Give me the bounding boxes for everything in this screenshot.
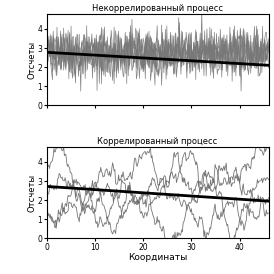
Title: Коррелированный процесс: Коррелированный процесс [98, 137, 218, 146]
Title: Некоррелированный процесс: Некоррелированный процесс [92, 4, 223, 13]
X-axis label: Координаты: Координаты [128, 253, 187, 262]
Y-axis label: Отсчеты: Отсчеты [27, 173, 36, 212]
Y-axis label: Отсчеты: Отсчеты [27, 41, 36, 79]
